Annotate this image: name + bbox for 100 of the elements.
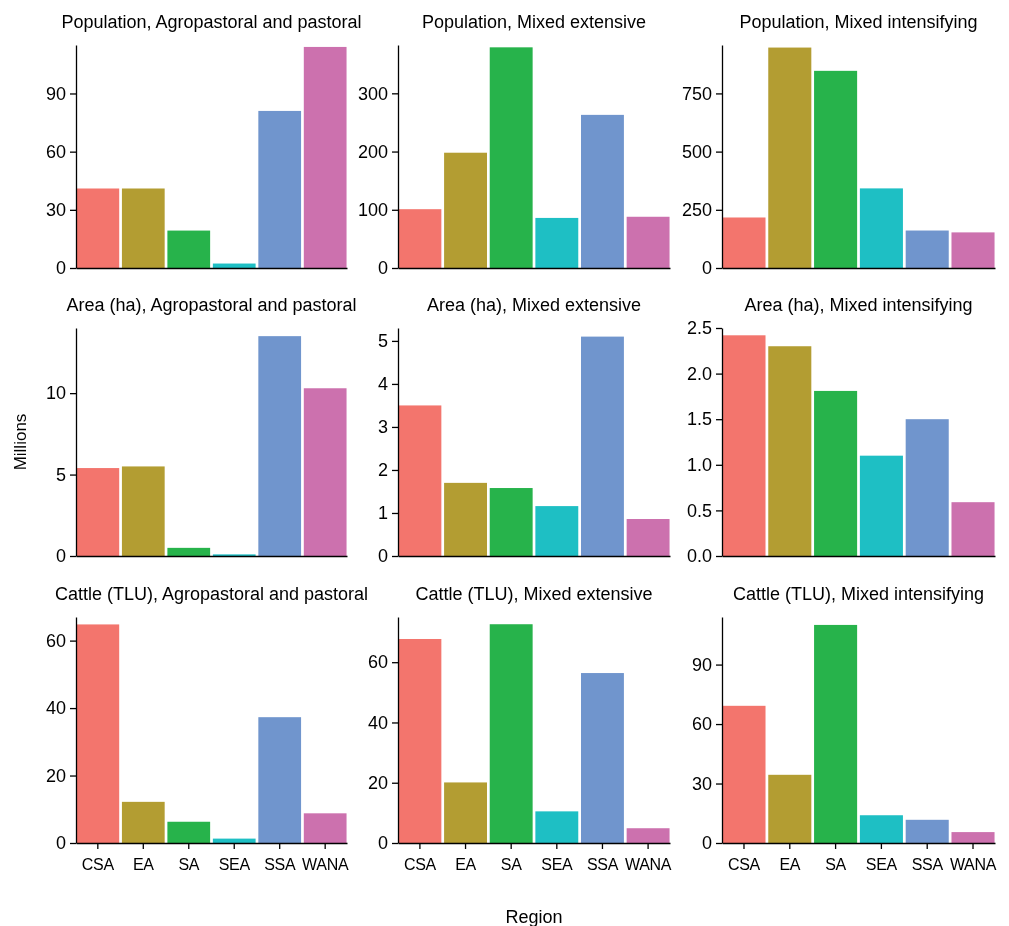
bar [212,263,256,268]
x-tick-label: SA [825,855,847,873]
y-tick-label: 90 [691,654,712,675]
y-tick-label: 10 [45,383,66,404]
chart-title: Population, Agropastoral and pastoral [61,12,362,32]
x-tick-label: CSA [403,855,437,873]
bar [626,828,670,843]
bar [951,832,995,843]
chart-title: Area (ha), Agropastoral and pastoral [66,295,357,315]
y-tick-label: 20 [45,765,66,786]
bar [814,70,858,268]
x-tick-label: SA [500,855,523,873]
x-axis-title: Region [505,907,563,926]
bar [444,482,487,556]
bar [76,188,120,268]
y-tick-label: 0 [377,546,388,567]
bar [626,216,670,268]
x-tick-label: WANA [302,855,349,873]
bar [814,390,858,556]
bar [398,405,442,556]
bar [121,466,165,556]
bar [398,209,442,268]
bar [905,419,949,556]
bar [581,673,624,843]
chart-title: Population, Mixed intensifying [739,12,978,32]
bar [212,838,256,843]
bar [489,47,533,268]
x-tick-label: SEA [218,855,251,873]
y-tick-label: 2 [377,460,388,481]
x-tick-label: CSA [81,855,115,873]
y-tick-label: 4 [377,374,388,395]
y-tick-label: 100 [357,200,388,221]
y-tick-label: 60 [691,714,712,735]
bar [859,188,903,268]
y-tick-label: 60 [45,630,66,651]
x-tick-label: SEA [865,855,898,873]
bar [76,624,120,843]
bar [951,232,995,268]
y-tick-label: 5 [55,464,66,485]
y-tick-label: 0 [377,833,388,854]
y-tick-label: 60 [45,141,66,162]
bar [444,152,487,268]
y-tick-label: 1.5 [686,409,712,430]
bar [905,819,949,843]
y-tick-label: 30 [691,773,712,794]
bar [905,230,949,268]
bar [859,815,903,843]
chart-title: Cattle (TLU), Mixed extensive [415,584,653,604]
x-tick-label: SSA [264,855,296,873]
y-tick-label: 750 [681,83,712,104]
bar [398,639,442,843]
bar [722,705,766,843]
chart-title: Cattle (TLU), Mixed intensifying [732,584,985,604]
y-tick-label: 40 [45,698,66,719]
x-tick-label: SSA [586,855,619,873]
bar [768,346,812,556]
bar [303,813,347,843]
y-tick-label: 250 [681,200,712,221]
bar [768,774,812,843]
y-axis-title: Millions [11,413,30,471]
bar [951,502,995,556]
bar [76,468,120,556]
x-tick-label: SEA [541,855,573,873]
chart-title: Area (ha), Mixed extensive [426,295,642,315]
bar [722,217,766,268]
y-tick-label: 20 [367,772,388,793]
y-tick-label: 0 [701,258,712,279]
x-tick-label: EA [779,855,801,873]
bar [814,624,858,843]
bar [303,388,347,556]
y-tick-label: 200 [357,141,388,162]
y-tick-label: 1.0 [686,455,712,476]
bar [626,519,670,556]
bar [581,114,624,268]
y-tick-label: 0.0 [686,546,712,567]
y-tick-label: 60 [367,652,388,673]
y-tick-label: 0 [55,833,66,854]
x-tick-label: SA [178,855,200,873]
bar [581,336,624,556]
y-tick-label: 30 [45,200,66,221]
bar [535,506,579,556]
y-tick-label: 3 [377,417,388,438]
bar [535,811,579,843]
chart-title: Population, Mixed extensive [421,12,647,32]
bar [167,821,211,843]
y-tick-label: 40 [367,712,388,733]
bar [258,717,302,843]
x-tick-label: WANA [949,855,997,873]
bar [121,188,165,268]
y-tick-label: 500 [681,141,712,162]
bar [121,801,165,843]
x-tick-label: CSA [727,855,761,873]
chart-title: Area (ha), Mixed intensifying [744,295,973,315]
bar [258,110,302,268]
bar [489,624,533,843]
y-tick-label: 0 [55,546,66,567]
x-tick-label: EA [455,855,477,873]
bar [167,547,211,556]
y-tick-label: 0 [55,258,66,279]
bar [444,782,487,843]
